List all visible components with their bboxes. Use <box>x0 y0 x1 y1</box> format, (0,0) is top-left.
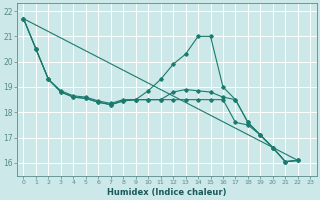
X-axis label: Humidex (Indice chaleur): Humidex (Indice chaleur) <box>107 188 227 197</box>
